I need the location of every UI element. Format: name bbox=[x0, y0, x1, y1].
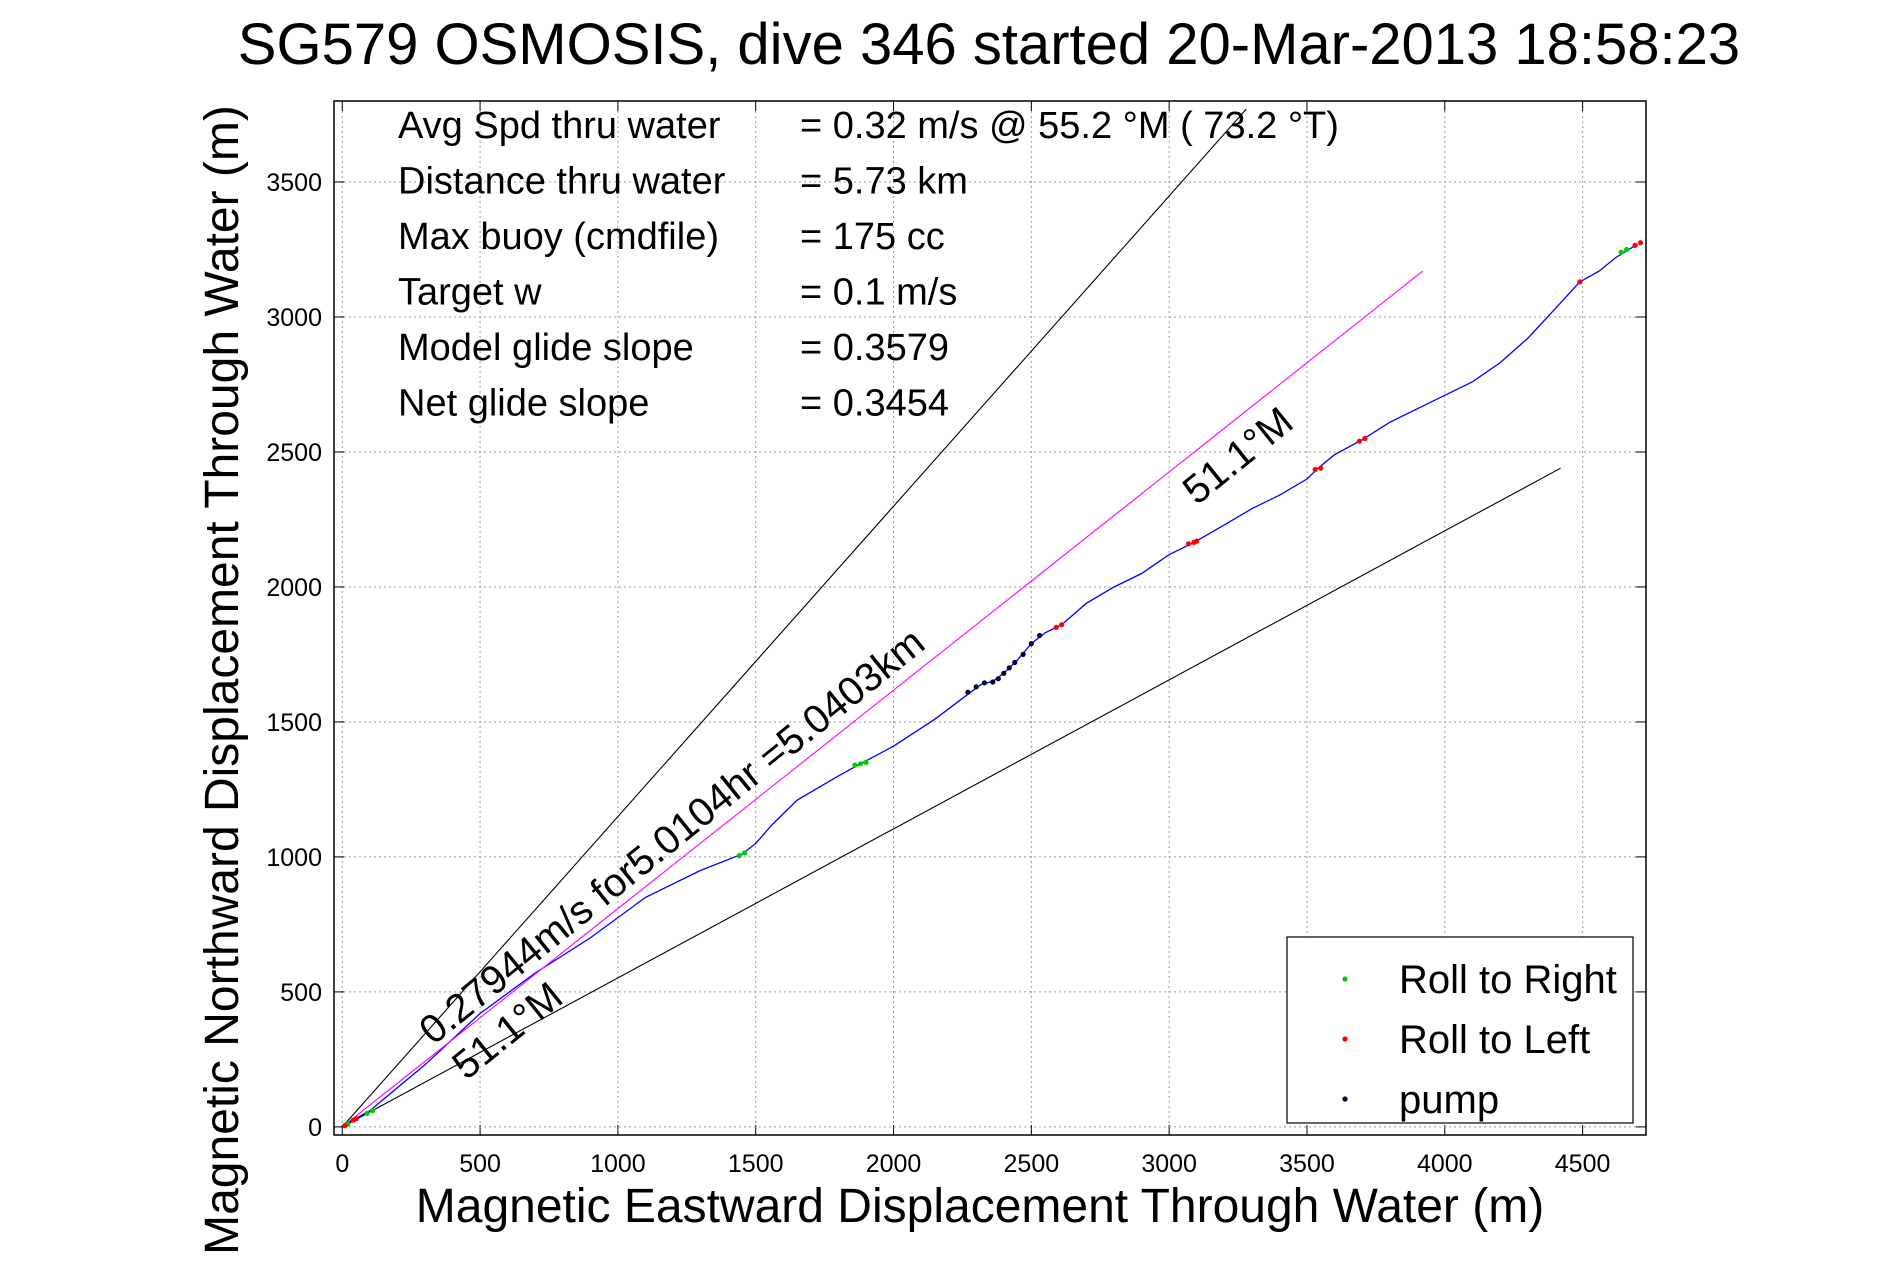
x-tick-label: 1000 bbox=[590, 1150, 646, 1178]
roll-to-left-point bbox=[1318, 465, 1324, 471]
roll-to-left-point bbox=[353, 1116, 359, 1122]
pump-point bbox=[1006, 665, 1012, 671]
y-tick-label: 500 bbox=[280, 979, 322, 1007]
roll-to-left-point bbox=[1185, 541, 1192, 547]
x-tick-label: 0 bbox=[335, 1150, 349, 1178]
plot-lines bbox=[341, 108, 1639, 1128]
x-tick-label: 4500 bbox=[1555, 1150, 1611, 1178]
x-tick-label: 2000 bbox=[866, 1150, 922, 1178]
plot-markers bbox=[342, 240, 1644, 1129]
pump-point bbox=[1028, 641, 1034, 647]
roll-to-left-point bbox=[342, 1123, 348, 1129]
pump-point bbox=[1001, 670, 1007, 676]
roll-to-right-point bbox=[857, 761, 864, 767]
chart-title: SG579 OSMOSIS, dive 346 started 20-Mar-2… bbox=[238, 12, 1740, 77]
roll-to-left-point bbox=[1362, 435, 1368, 442]
roll-to-right-point bbox=[736, 853, 742, 859]
pump-point bbox=[1037, 632, 1043, 639]
legend-marker bbox=[1342, 1036, 1348, 1042]
y-tick-label: 1000 bbox=[266, 844, 322, 872]
bound-line-upper bbox=[341, 108, 1247, 1128]
x-tick-label: 3000 bbox=[1141, 1150, 1197, 1178]
plot-frame bbox=[333, 100, 1647, 1136]
legend-entry: Roll to Right bbox=[1399, 958, 1617, 1002]
info-value: = 0.1 m/s bbox=[800, 272, 957, 314]
info-box: Avg Spd thru water = 0.32 m/s @ 55.2 °M (… bbox=[398, 105, 1339, 425]
info-label: Max buoy (cmdfile) bbox=[398, 216, 719, 258]
info-value: = 0.32 m/s @ 55.2 °M ( 73.2 °T) bbox=[800, 105, 1339, 147]
x-tick-label: 1500 bbox=[728, 1150, 784, 1178]
roll-to-left-point bbox=[1053, 624, 1059, 631]
y-tick-label: 2500 bbox=[266, 439, 322, 467]
pump-point bbox=[1012, 659, 1018, 666]
info-label: Net glide slope bbox=[398, 383, 649, 425]
legend-entry: Roll to Left bbox=[1399, 1018, 1590, 1062]
legend-box bbox=[1286, 936, 1634, 1124]
roll-to-right-point bbox=[370, 1108, 376, 1114]
info-value: = 0.3579 bbox=[800, 327, 949, 369]
y-tick-label: 3000 bbox=[266, 304, 322, 332]
pump-point bbox=[973, 684, 979, 690]
track-line bbox=[341, 243, 1639, 1128]
roll-to-right-point bbox=[1624, 246, 1630, 253]
info-label: Model glide slope bbox=[398, 327, 694, 369]
legend: Roll to Right Roll to Left pump bbox=[1286, 936, 1634, 1124]
info-label: Target w bbox=[398, 272, 542, 314]
y-tick-label: 1500 bbox=[266, 709, 322, 737]
y-tick-label: 3500 bbox=[266, 169, 322, 197]
info-value: = 0.3454 bbox=[800, 383, 949, 425]
x-tick-label: 500 bbox=[459, 1150, 501, 1178]
model-slope-line bbox=[341, 270, 1424, 1128]
y-axis-label: Magnetic Northward Displacement Through … bbox=[196, 105, 249, 1255]
legend-marker bbox=[1342, 1096, 1348, 1102]
y-tick-label: 0 bbox=[308, 1114, 322, 1142]
pump-point bbox=[1020, 651, 1026, 658]
roll-to-left-point bbox=[1312, 466, 1318, 473]
info-label: Avg Spd thru water bbox=[398, 105, 721, 147]
roll-to-left-point bbox=[1577, 279, 1583, 285]
roll-to-left-point bbox=[1059, 622, 1065, 628]
roll-to-right-point bbox=[1618, 249, 1624, 255]
pump-point bbox=[965, 689, 971, 695]
pump-point bbox=[981, 680, 988, 686]
x-axis-label: Magnetic Eastward Displacement Through W… bbox=[416, 1180, 1544, 1233]
legend-entry: pump bbox=[1399, 1078, 1499, 1122]
info-value: = 5.73 km bbox=[800, 161, 968, 203]
x-tick-label: 2500 bbox=[1004, 1150, 1060, 1178]
roll-to-left-point bbox=[1356, 438, 1362, 444]
roll-to-right-point bbox=[742, 850, 748, 856]
roll-to-left-point bbox=[1637, 240, 1644, 246]
y-tick-label: 2000 bbox=[266, 574, 322, 602]
x-tick-label: 3500 bbox=[1279, 1150, 1335, 1178]
bound-line-lower bbox=[342, 467, 1561, 1128]
tick-labels: 0 500 1000 1500 2000 2500 3000 3500 4000 4500 0 500… bbox=[266, 169, 1610, 1178]
info-value: = 175 cc bbox=[800, 216, 945, 258]
info-label: Distance thru water bbox=[398, 161, 726, 203]
legend-marker bbox=[1342, 976, 1348, 982]
roll-to-right-point bbox=[852, 762, 858, 768]
roll-to-left-point bbox=[1194, 538, 1200, 544]
pump-point bbox=[990, 679, 996, 685]
pump-point bbox=[995, 676, 1001, 682]
x-tick-label: 4000 bbox=[1417, 1150, 1473, 1178]
roll-to-left-point bbox=[1632, 242, 1638, 248]
roll-to-right-point bbox=[863, 759, 869, 766]
roll-to-right-point bbox=[364, 1110, 370, 1116]
